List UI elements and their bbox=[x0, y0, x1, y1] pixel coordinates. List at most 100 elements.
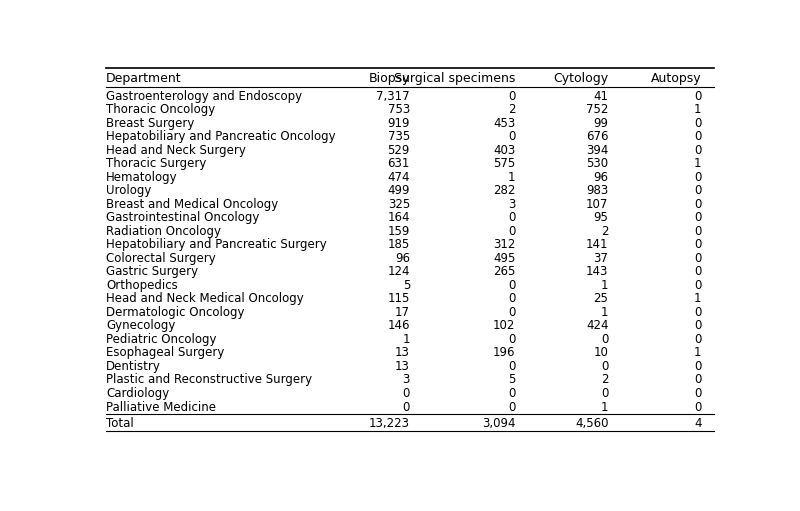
Text: 0: 0 bbox=[402, 387, 410, 400]
Text: Surgical specimens: Surgical specimens bbox=[394, 72, 515, 85]
Text: 99: 99 bbox=[594, 117, 608, 130]
Text: 3: 3 bbox=[402, 374, 410, 386]
Text: 265: 265 bbox=[493, 265, 515, 278]
Text: 7,317: 7,317 bbox=[376, 89, 410, 103]
Text: 0: 0 bbox=[694, 401, 702, 413]
Text: Dermatologic Oncology: Dermatologic Oncology bbox=[106, 306, 245, 319]
Text: Gastric Surgery: Gastric Surgery bbox=[106, 265, 198, 278]
Text: 0: 0 bbox=[694, 252, 702, 265]
Text: 495: 495 bbox=[493, 252, 515, 265]
Text: 919: 919 bbox=[387, 117, 410, 130]
Text: 983: 983 bbox=[586, 184, 608, 197]
Text: 0: 0 bbox=[694, 198, 702, 211]
Text: 2: 2 bbox=[601, 225, 608, 238]
Text: 325: 325 bbox=[388, 198, 410, 211]
Text: Autopsy: Autopsy bbox=[650, 72, 702, 85]
Text: 0: 0 bbox=[508, 360, 515, 373]
Text: 124: 124 bbox=[387, 265, 410, 278]
Text: 0: 0 bbox=[508, 333, 515, 346]
Text: 1: 1 bbox=[694, 157, 702, 170]
Text: 164: 164 bbox=[387, 211, 410, 224]
Text: 424: 424 bbox=[586, 319, 608, 333]
Text: 575: 575 bbox=[493, 157, 515, 170]
Text: 5: 5 bbox=[402, 279, 410, 292]
Text: 1: 1 bbox=[601, 306, 608, 319]
Text: Hepatobiliary and Pancreatic Surgery: Hepatobiliary and Pancreatic Surgery bbox=[106, 238, 327, 251]
Text: 0: 0 bbox=[508, 279, 515, 292]
Text: 529: 529 bbox=[388, 144, 410, 157]
Text: 0: 0 bbox=[508, 89, 515, 103]
Text: 17: 17 bbox=[395, 306, 410, 319]
Text: 0: 0 bbox=[508, 387, 515, 400]
Text: 0: 0 bbox=[508, 401, 515, 413]
Text: Dentistry: Dentistry bbox=[106, 360, 161, 373]
Text: Breast Surgery: Breast Surgery bbox=[106, 117, 194, 130]
Text: 0: 0 bbox=[601, 360, 608, 373]
Text: 0: 0 bbox=[508, 225, 515, 238]
Text: 0: 0 bbox=[508, 130, 515, 143]
Text: Biopsy: Biopsy bbox=[369, 72, 410, 85]
Text: 3,094: 3,094 bbox=[482, 417, 515, 430]
Text: 41: 41 bbox=[594, 89, 608, 103]
Text: 0: 0 bbox=[694, 374, 702, 386]
Text: 0: 0 bbox=[508, 211, 515, 224]
Text: 0: 0 bbox=[694, 306, 702, 319]
Text: 0: 0 bbox=[694, 319, 702, 333]
Text: 0: 0 bbox=[694, 225, 702, 238]
Text: Head and Neck Surgery: Head and Neck Surgery bbox=[106, 144, 246, 157]
Text: 13: 13 bbox=[395, 360, 410, 373]
Text: Urology: Urology bbox=[106, 184, 151, 197]
Text: Thoracic Oncology: Thoracic Oncology bbox=[106, 103, 215, 116]
Text: 185: 185 bbox=[388, 238, 410, 251]
Text: 0: 0 bbox=[601, 333, 608, 346]
Text: 394: 394 bbox=[586, 144, 608, 157]
Text: 499: 499 bbox=[387, 184, 410, 197]
Text: 312: 312 bbox=[493, 238, 515, 251]
Text: 0: 0 bbox=[694, 89, 702, 103]
Text: 0: 0 bbox=[694, 387, 702, 400]
Text: 2: 2 bbox=[601, 374, 608, 386]
Text: 753: 753 bbox=[388, 103, 410, 116]
Text: 5: 5 bbox=[508, 374, 515, 386]
Text: 0: 0 bbox=[694, 117, 702, 130]
Text: 1: 1 bbox=[402, 333, 410, 346]
Text: 0: 0 bbox=[508, 306, 515, 319]
Text: Radiation Oncology: Radiation Oncology bbox=[106, 225, 221, 238]
Text: 1: 1 bbox=[694, 346, 702, 359]
Text: 2: 2 bbox=[508, 103, 515, 116]
Text: 95: 95 bbox=[594, 211, 608, 224]
Text: 0: 0 bbox=[694, 265, 702, 278]
Text: 196: 196 bbox=[493, 346, 515, 359]
Text: 0: 0 bbox=[694, 144, 702, 157]
Text: 141: 141 bbox=[586, 238, 608, 251]
Text: 3: 3 bbox=[508, 198, 515, 211]
Text: 115: 115 bbox=[388, 292, 410, 306]
Text: Total: Total bbox=[106, 417, 134, 430]
Text: 13,223: 13,223 bbox=[369, 417, 410, 430]
Text: 0: 0 bbox=[694, 171, 702, 183]
Text: 1: 1 bbox=[601, 279, 608, 292]
Text: 1: 1 bbox=[508, 171, 515, 183]
Text: Palliative Medicine: Palliative Medicine bbox=[106, 401, 216, 413]
Text: Esophageal Surgery: Esophageal Surgery bbox=[106, 346, 225, 359]
Text: 4: 4 bbox=[694, 417, 702, 430]
Text: 752: 752 bbox=[586, 103, 608, 116]
Text: 453: 453 bbox=[493, 117, 515, 130]
Text: 4,560: 4,560 bbox=[575, 417, 608, 430]
Text: 0: 0 bbox=[601, 387, 608, 400]
Text: 1: 1 bbox=[694, 292, 702, 306]
Text: 0: 0 bbox=[694, 279, 702, 292]
Text: 0: 0 bbox=[694, 130, 702, 143]
Text: Gastroenterology and Endoscopy: Gastroenterology and Endoscopy bbox=[106, 89, 302, 103]
Text: Cardiology: Cardiology bbox=[106, 387, 170, 400]
Text: Colorectal Surgery: Colorectal Surgery bbox=[106, 252, 216, 265]
Text: Hematology: Hematology bbox=[106, 171, 178, 183]
Text: Breast and Medical Oncology: Breast and Medical Oncology bbox=[106, 198, 278, 211]
Text: 0: 0 bbox=[402, 401, 410, 413]
Text: Thoracic Surgery: Thoracic Surgery bbox=[106, 157, 206, 170]
Text: 107: 107 bbox=[586, 198, 608, 211]
Text: 0: 0 bbox=[694, 238, 702, 251]
Text: 676: 676 bbox=[586, 130, 608, 143]
Text: 1: 1 bbox=[694, 103, 702, 116]
Text: 0: 0 bbox=[694, 333, 702, 346]
